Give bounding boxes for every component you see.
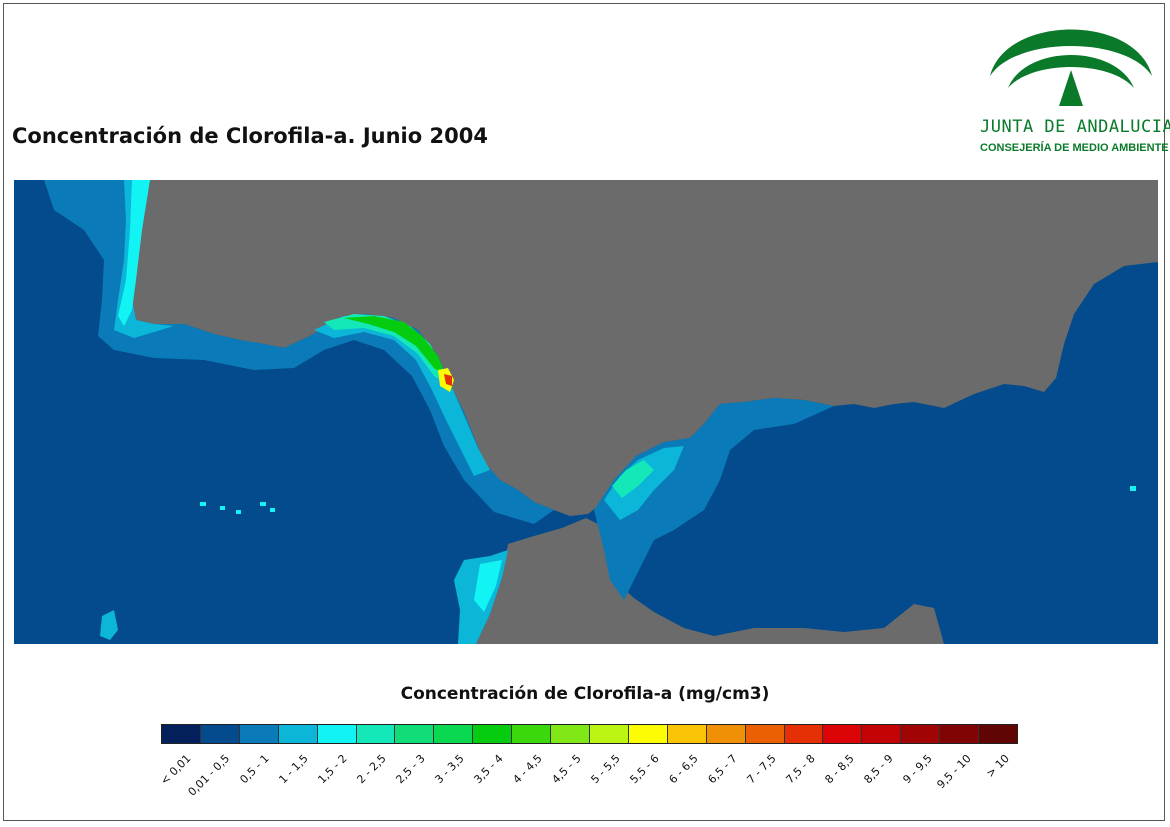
page-title: Concentración de Clorofila-a. Junio 2004 <box>12 124 488 148</box>
legend-swatch <box>512 725 552 743</box>
legend-swatch <box>200 725 240 743</box>
legend-title: Concentración de Clorofila-a (mg/cm3) <box>400 684 770 704</box>
junta-andalucia-logo: JUNTA DE ANDALUCIA CONSEJERÍA DE MEDIO A… <box>980 14 1170 164</box>
color-scale-bar <box>161 724 1018 744</box>
coast-band-4 <box>314 316 490 476</box>
land-morocco <box>476 518 944 644</box>
legend-swatch <box>706 725 746 743</box>
offshore-dot <box>200 502 206 506</box>
legend-swatch <box>356 725 396 743</box>
alboran-band-3 <box>612 460 654 498</box>
alboran-band-2 <box>604 446 684 520</box>
legend-swatch <box>278 725 318 743</box>
logo-name: JUNTA DE ANDALUCIA <box>980 117 1170 137</box>
offshore-dot <box>220 506 225 510</box>
chlorophyll-map <box>14 180 1158 644</box>
coast-band-3 <box>118 180 150 326</box>
sw-coastal-patch <box>100 610 118 640</box>
legend-swatch <box>979 725 1017 743</box>
logo-arcs-icon <box>990 29 1152 106</box>
alboran-band-1 <box>594 398 834 600</box>
legend-swatch <box>395 725 435 743</box>
legend-swatch <box>628 725 668 743</box>
legend-swatch <box>473 725 513 743</box>
offshore-dot <box>236 510 241 514</box>
legend-swatch <box>823 725 863 743</box>
legend-swatch <box>940 725 980 743</box>
hotspot-red <box>444 374 452 386</box>
offshore-dot <box>1130 486 1136 491</box>
legend-swatch <box>162 725 201 743</box>
morocco-band-2 <box>474 560 502 612</box>
legend-swatch <box>745 725 785 743</box>
legend-swatch <box>317 725 357 743</box>
legend-swatch <box>551 725 590 743</box>
legend-swatch <box>434 725 474 743</box>
logo-subtitle: CONSEJERÍA DE MEDIO AMBIENTE <box>980 142 1169 154</box>
legend-swatch <box>589 725 629 743</box>
coast-band-1 <box>44 180 554 524</box>
land-iberia <box>132 180 1158 516</box>
coast-band-6 <box>344 316 446 376</box>
offshore-dot <box>270 508 275 512</box>
legend-swatch <box>862 725 902 743</box>
legend-swatch <box>784 725 824 743</box>
legend-swatch <box>901 725 941 743</box>
legend-swatch <box>667 725 707 743</box>
legend-swatch <box>239 725 279 743</box>
offshore-dot <box>260 502 266 506</box>
